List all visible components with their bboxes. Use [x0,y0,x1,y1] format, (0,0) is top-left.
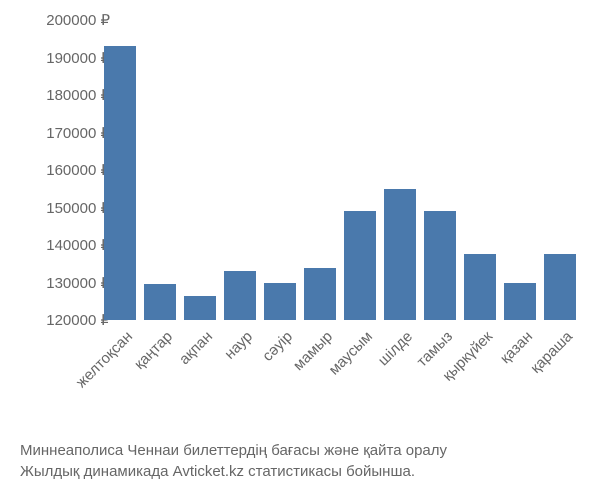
price-chart: 120000 ₽ 130000 ₽ 140000 ₽ 150000 ₽ 160000 ₽… [0,0,600,500]
y-tick-label: 160000 ₽ [10,161,110,179]
bar [504,283,536,321]
bar [544,254,576,320]
bar [184,296,216,320]
caption-line-2: Жылдық динамикада Avticket.kz статистика… [20,463,415,480]
y-tick-label: 190000 ₽ [10,49,110,67]
y-tick-label: 140000 ₽ [10,236,110,254]
chart-caption: Миннеаполиса Ченнаи билеттердің бағасы ж… [20,440,580,482]
bar [224,271,256,320]
y-tick-label: 120000 ₽ [10,311,110,329]
caption-line-1: Миннеаполиса Ченнаи билеттердің бағасы ж… [20,442,447,459]
bar [144,284,176,320]
y-tick-label: 170000 ₽ [10,124,110,142]
bar [464,254,496,320]
bar [104,46,136,320]
plot-area [100,20,580,320]
bar [384,189,416,320]
bar [344,211,376,320]
bar [424,211,456,320]
y-tick-label: 200000 ₽ [10,11,110,29]
y-tick-label: 180000 ₽ [10,86,110,104]
y-tick-label: 130000 ₽ [10,274,110,292]
bar [264,283,296,321]
bar [304,268,336,321]
y-tick-label: 150000 ₽ [10,199,110,217]
